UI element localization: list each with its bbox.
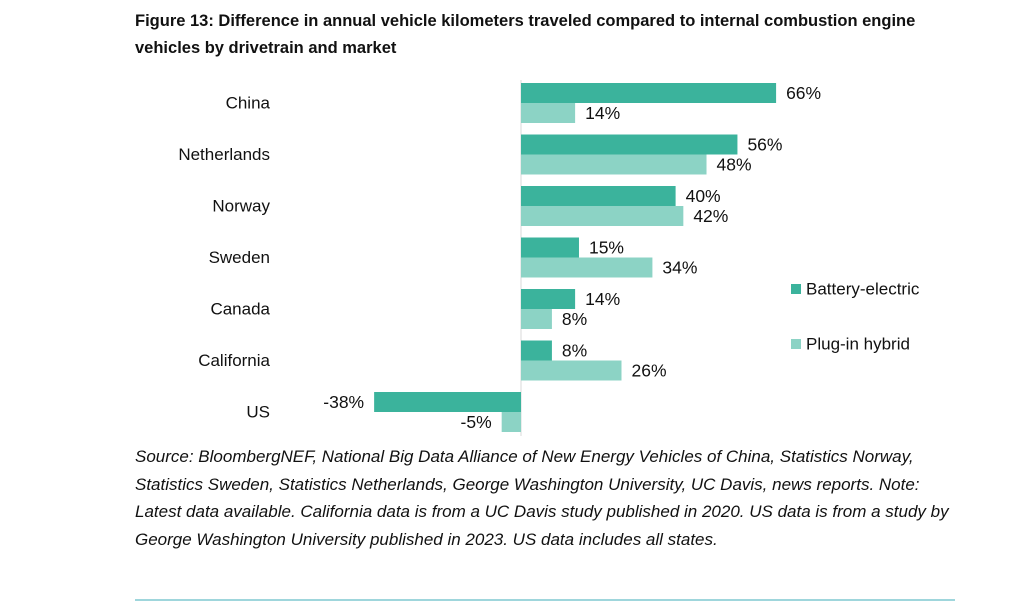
data-label: 15% xyxy=(589,238,624,258)
data-label: 48% xyxy=(717,155,752,175)
legend-label: Battery-electric xyxy=(806,280,920,299)
category-label: Netherlands xyxy=(178,145,270,164)
data-label: -38% xyxy=(323,392,364,412)
source-note: Source: BloombergNEF, National Big Data … xyxy=(135,447,949,550)
bar-plug-in-hybrid xyxy=(521,206,684,226)
category-label: Sweden xyxy=(209,248,270,267)
category-label: Norway xyxy=(212,197,270,216)
data-label: 66% xyxy=(786,83,821,103)
bar-battery-electric xyxy=(521,237,579,258)
data-label: 14% xyxy=(585,103,620,123)
bar-plug-in-hybrid xyxy=(501,412,521,432)
chart-title: Figure 13: Difference in annual vehicle … xyxy=(135,12,916,57)
bar-battery-electric xyxy=(521,340,552,361)
bar-plug-in-hybrid xyxy=(521,154,707,175)
data-label: 42% xyxy=(693,206,728,226)
category-label: Canada xyxy=(210,300,270,319)
bar-chart: China 66% 14% Netherlands 56%48% Norway 40%42%… xyxy=(178,80,920,436)
bar-battery-electric xyxy=(521,186,676,206)
category-label: China xyxy=(226,94,271,113)
bar-plug-in-hybrid xyxy=(521,257,653,278)
data-label: 34% xyxy=(662,258,697,278)
legend-label: Plug-in hybrid xyxy=(806,335,910,354)
data-label: -5% xyxy=(461,412,492,432)
legend-swatch xyxy=(791,284,801,294)
category-label: California xyxy=(198,351,270,370)
legend-swatch xyxy=(791,339,801,349)
data-label: 40% xyxy=(686,186,721,206)
data-label: 8% xyxy=(562,309,587,329)
footer-divider xyxy=(135,599,955,601)
bar-battery-electric xyxy=(521,289,576,309)
bar-battery-electric xyxy=(521,134,738,155)
category-label: US xyxy=(246,403,270,422)
data-label: 26% xyxy=(631,361,666,381)
bar-plug-in-hybrid xyxy=(521,309,552,329)
data-label: 8% xyxy=(562,341,587,361)
bar-battery-electric xyxy=(374,392,521,412)
data-label: 56% xyxy=(747,135,782,155)
data-label: 14% xyxy=(585,289,620,309)
bar-battery-electric xyxy=(521,83,777,103)
bar-plug-in-hybrid xyxy=(521,103,576,123)
bar-plug-in-hybrid xyxy=(521,360,622,381)
